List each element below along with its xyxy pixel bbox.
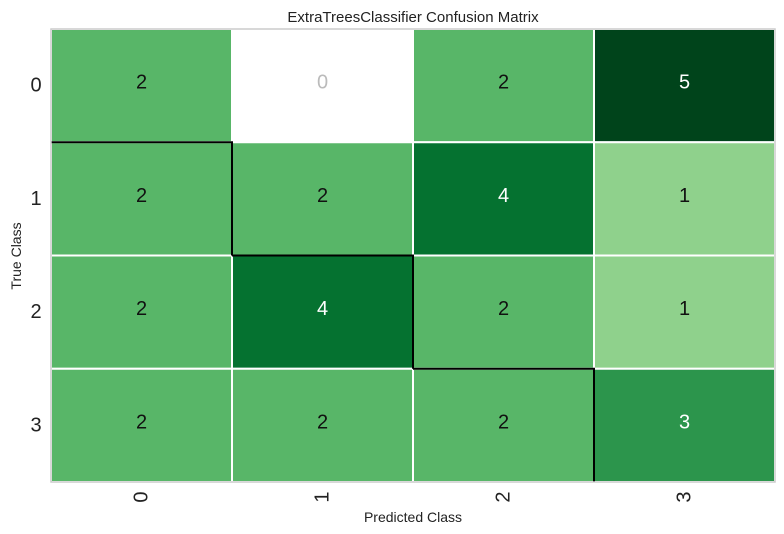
cell-value-r1-c2: 4 [498, 185, 509, 207]
cell-value-r3-c1: 2 [317, 411, 328, 433]
cell-value-r3-c2: 2 [498, 411, 509, 433]
cell-value-r0-c1: 0 [317, 72, 328, 94]
cell-value-r0-c2: 2 [498, 72, 509, 94]
x-tick-label-2: 2 [493, 491, 515, 502]
x-tick-label-0: 0 [131, 491, 153, 502]
cell-value-r0-c3: 5 [679, 72, 690, 94]
heatmap-cells [50, 28, 776, 483]
x-tick-labels: 0 1 2 3 [131, 491, 696, 502]
y-tick-labels: 0 1 2 3 [30, 75, 41, 437]
plot-frame [50, 28, 776, 483]
cell-value-r2-c0: 2 [136, 298, 147, 320]
heatmap-cell-r0-c1 [231, 28, 414, 144]
y-tick-label-2: 2 [30, 301, 41, 323]
cell-value-r3-c0: 2 [136, 411, 147, 433]
cell-value-r3-c3: 3 [679, 411, 690, 433]
heatmap-cell-r0-c3 [593, 28, 776, 144]
cell-value-r2-c2: 2 [498, 298, 509, 320]
x-tick-label-3: 3 [674, 491, 696, 502]
cell-value-r0-c0: 2 [136, 72, 147, 94]
chart-title: ExtraTreesClassifier Confusion Matrix [287, 9, 539, 26]
cell-value-labels: 2 0 2 5 2 2 4 1 2 4 2 1 2 2 2 3 [136, 72, 690, 434]
heatmap-cell-r2-c1 [231, 254, 414, 370]
cell-value-r1-c3: 1 [679, 185, 690, 207]
heatmap-cell-r3-c1 [231, 367, 414, 483]
heatmap-cell-r0-c0 [50, 28, 233, 144]
x-axis-label: Predicted Class [364, 509, 462, 525]
x-tick-label-1: 1 [312, 491, 334, 502]
y-tick-label-3: 3 [30, 414, 41, 436]
cell-value-r2-c1: 4 [317, 298, 328, 320]
y-tick-label-1: 1 [30, 188, 41, 210]
y-tick-label-0: 0 [30, 75, 41, 97]
heatmap-cell-r1-c3 [593, 141, 776, 257]
heatmap-cell-r2-c3 [593, 254, 776, 370]
cell-value-r1-c1: 2 [317, 185, 328, 207]
diagonal-outline [51, 141, 595, 482]
y-axis-label: True Class [8, 222, 24, 289]
cell-value-r2-c3: 1 [679, 298, 690, 320]
heatmap-cell-r1-c1 [231, 141, 414, 257]
cell-value-r1-c0: 2 [136, 185, 147, 207]
